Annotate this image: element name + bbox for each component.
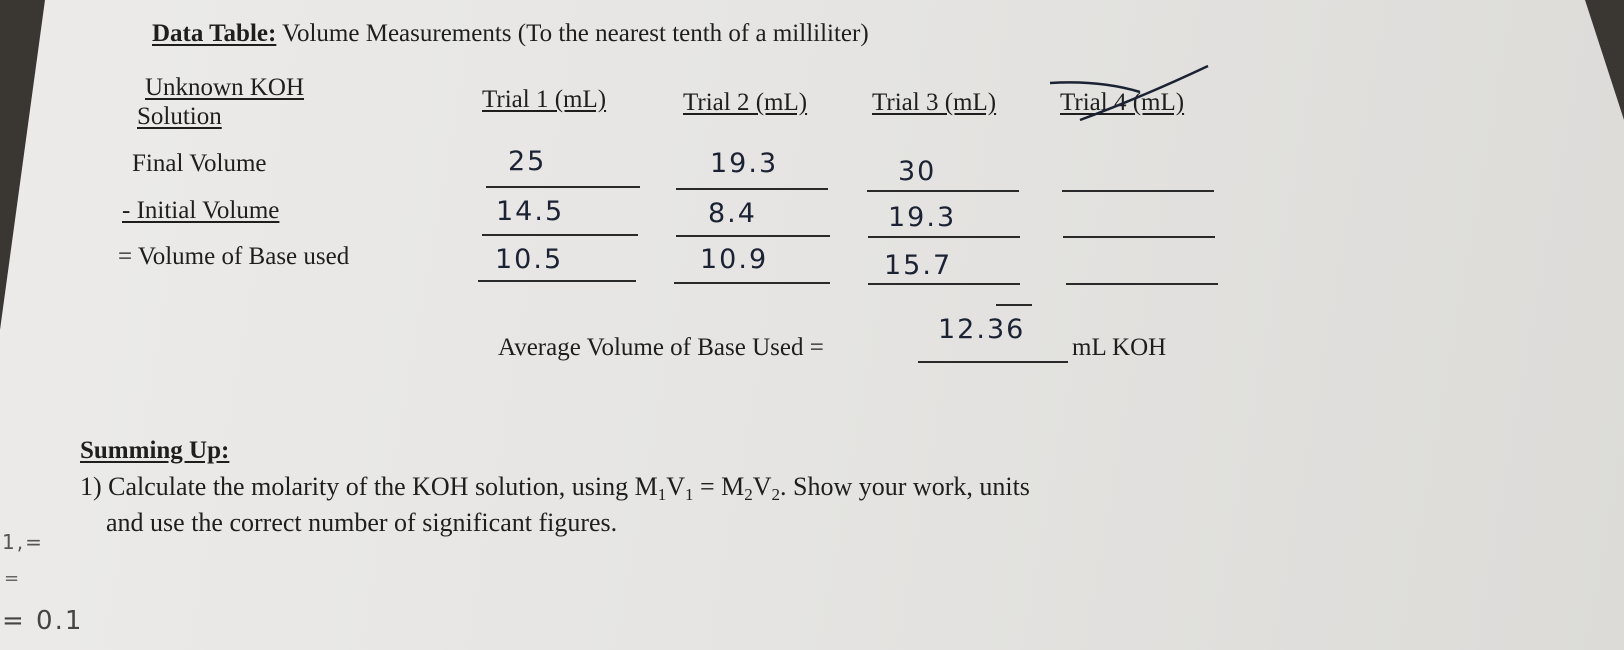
- blank-line: [676, 235, 830, 237]
- handwritten-value: 19.3: [710, 148, 779, 179]
- blank-line: [486, 186, 640, 188]
- subscript: 2: [744, 485, 753, 504]
- title-label: Data Table:: [152, 20, 277, 47]
- title-text: Volume Measurements (To the nearest tent…: [282, 20, 869, 47]
- blank-line: [867, 190, 1019, 192]
- margin-note: 1,=: [2, 530, 44, 554]
- average-unit: mL KOH: [1072, 334, 1167, 361]
- question-1: 1) Calculate the molarity of the KOH sol…: [80, 472, 1030, 504]
- column-header-trial-2: Trial 2 (mL): [683, 89, 808, 116]
- symbol: V: [752, 472, 772, 501]
- handwritten-value: 10.9: [700, 244, 769, 275]
- blank-line: [868, 283, 1020, 285]
- handwritten-value: 25: [508, 146, 547, 177]
- margin-note: =: [4, 568, 22, 589]
- blank-line: [674, 282, 830, 284]
- data-table-title: Data Table: Volume Measurements (To the …: [152, 20, 869, 48]
- question-1-prefix: 1) Calculate the molarity of the KOH sol…: [80, 472, 658, 501]
- handwritten-value: 10.5: [495, 244, 564, 275]
- row-label-final-volume: Final Volume: [132, 150, 267, 177]
- row-label-volume-base-used: = Volume of Base used: [118, 243, 350, 270]
- row-header-line2: Solution: [137, 103, 222, 130]
- average-value: 12.36: [938, 314, 1026, 345]
- handwritten-value: 19.3: [888, 202, 957, 233]
- blank-line: [918, 361, 1068, 363]
- symbol: = M: [693, 472, 745, 501]
- blank-line: [1066, 283, 1218, 285]
- row-header-line1: Unknown KOH: [145, 74, 305, 101]
- blank-line: [868, 236, 1020, 238]
- summing-up-heading: Summing Up:: [80, 437, 230, 464]
- row-label-initial-volume: - Initial Volume: [122, 197, 280, 224]
- handwritten-value: 15.7: [884, 250, 953, 281]
- question-1-line2: and use the correct number of significan…: [106, 508, 618, 537]
- repeating-bar: [996, 304, 1032, 306]
- blank-line: [478, 280, 636, 282]
- symbol: V: [666, 472, 685, 501]
- handwritten-value: 30: [898, 156, 937, 187]
- blank-line: [482, 234, 638, 236]
- handwritten-value: 8.4: [708, 198, 757, 229]
- cross-out-mark: [1049, 64, 1209, 122]
- blank-line: [1063, 236, 1215, 238]
- margin-note: = 0.1: [2, 606, 84, 636]
- handwritten-value: 14.5: [496, 196, 565, 227]
- column-header-trial-3: Trial 3 (mL): [872, 89, 997, 116]
- subscript: 2: [771, 485, 781, 504]
- subscript: 1: [684, 485, 694, 504]
- average-label: Average Volume of Base Used =: [498, 334, 824, 361]
- question-1-suffix: . Show your work, units: [780, 472, 1030, 501]
- blank-line: [1062, 190, 1214, 192]
- blank-line: [676, 188, 828, 190]
- column-header-trial-1: Trial 1 (mL): [482, 86, 607, 113]
- subscript: 1: [657, 485, 667, 504]
